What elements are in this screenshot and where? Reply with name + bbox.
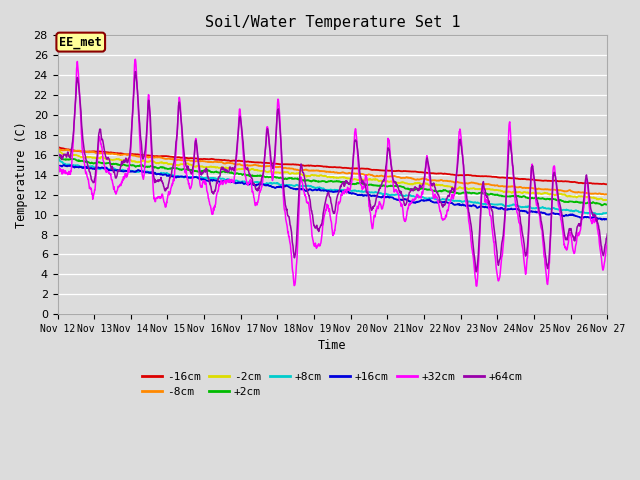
+2cm: [96, 160, 104, 166]
+8cm: [118, 167, 126, 172]
+64cm: [308, 212, 316, 217]
-8cm: [119, 152, 127, 157]
-8cm: [367, 172, 374, 178]
+2cm: [308, 178, 316, 184]
+2cm: [367, 181, 374, 187]
+32cm: [54, 158, 61, 164]
Title: Soil/Water Temperature Set 1: Soil/Water Temperature Set 1: [205, 15, 460, 30]
+8cm: [596, 212, 604, 217]
+8cm: [96, 167, 104, 172]
-2cm: [298, 172, 306, 178]
+32cm: [472, 283, 480, 289]
-16cm: [54, 144, 61, 150]
-8cm: [97, 150, 104, 156]
+16cm: [601, 217, 609, 223]
+32cm: [287, 250, 295, 256]
-16cm: [96, 149, 104, 155]
Line: +16cm: +16cm: [58, 165, 607, 220]
-16cm: [298, 162, 306, 168]
+16cm: [287, 185, 295, 191]
-8cm: [600, 192, 608, 197]
+16cm: [299, 186, 307, 192]
X-axis label: Time: Time: [318, 339, 347, 352]
Line: -16cm: -16cm: [58, 147, 607, 184]
-8cm: [54, 147, 61, 153]
+2cm: [118, 162, 126, 168]
-2cm: [599, 197, 607, 203]
+2cm: [598, 203, 605, 208]
+32cm: [604, 239, 611, 244]
+16cm: [119, 168, 127, 174]
+16cm: [308, 188, 316, 193]
Line: +32cm: +32cm: [58, 59, 607, 286]
-2cm: [604, 197, 611, 203]
-16cm: [287, 162, 294, 168]
Line: +8cm: +8cm: [58, 157, 607, 215]
-2cm: [308, 172, 316, 178]
+64cm: [472, 269, 480, 275]
+8cm: [287, 182, 294, 188]
Line: +64cm: +64cm: [58, 72, 607, 272]
-8cm: [287, 166, 295, 171]
-16cm: [604, 181, 611, 187]
+8cm: [308, 184, 316, 190]
+8cm: [367, 190, 374, 195]
+64cm: [287, 228, 295, 233]
-8cm: [63, 147, 71, 153]
Y-axis label: Temperature (C): Temperature (C): [15, 121, 28, 228]
+32cm: [367, 215, 374, 220]
+64cm: [96, 128, 104, 134]
+16cm: [54, 163, 61, 169]
+16cm: [604, 216, 611, 222]
Legend: -16cm, -8cm, -2cm, +2cm, +8cm, +16cm, +32cm, +64cm: -16cm, -8cm, -2cm, +2cm, +8cm, +16cm, +3…: [138, 367, 527, 402]
+32cm: [131, 56, 139, 62]
Line: -2cm: -2cm: [58, 149, 607, 200]
-2cm: [287, 171, 294, 177]
-16cm: [367, 167, 374, 172]
+2cm: [287, 175, 294, 181]
+64cm: [54, 146, 61, 152]
Text: EE_met: EE_met: [60, 36, 102, 48]
+8cm: [54, 155, 61, 160]
+32cm: [299, 180, 307, 186]
Line: -8cm: -8cm: [58, 150, 607, 194]
+32cm: [118, 177, 126, 182]
+8cm: [298, 184, 306, 190]
-2cm: [54, 146, 61, 152]
-8cm: [299, 168, 307, 173]
-16cm: [118, 151, 126, 156]
+64cm: [118, 160, 126, 166]
+32cm: [96, 137, 104, 143]
+64cm: [367, 205, 374, 211]
Line: +2cm: +2cm: [58, 156, 607, 205]
+32cm: [308, 235, 316, 240]
-8cm: [308, 168, 316, 173]
+16cm: [367, 193, 374, 199]
+8cm: [604, 210, 611, 216]
-2cm: [367, 177, 374, 182]
-2cm: [118, 157, 126, 163]
+16cm: [97, 165, 104, 171]
-8cm: [604, 192, 611, 197]
+16cm: [60, 162, 68, 168]
+64cm: [131, 69, 139, 74]
+64cm: [299, 169, 307, 175]
-2cm: [96, 156, 104, 161]
+64cm: [604, 231, 611, 237]
-16cm: [308, 163, 316, 169]
+2cm: [604, 202, 611, 207]
+2cm: [54, 153, 61, 159]
+2cm: [298, 178, 306, 183]
